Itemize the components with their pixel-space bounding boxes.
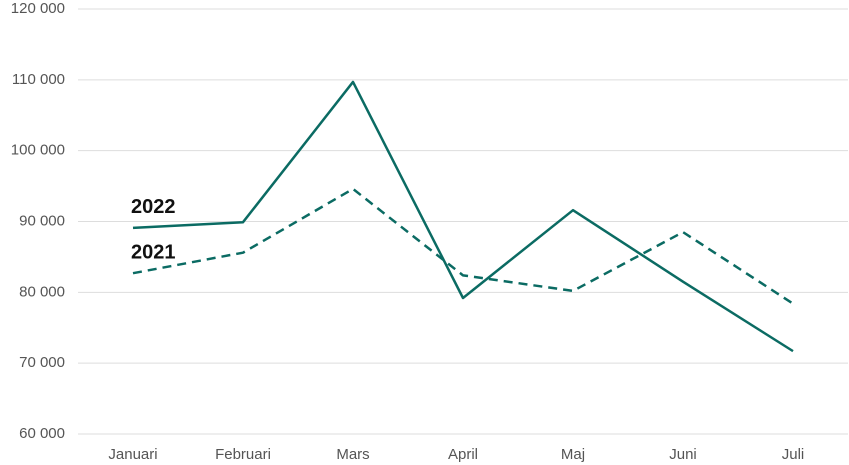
series-line <box>132 80 794 353</box>
x-tick-label: Maj <box>561 446 585 463</box>
x-tick-label: Mars <box>336 446 369 463</box>
y-tick-label: 70 000 <box>19 354 65 371</box>
y-tick-label: 110 000 <box>12 71 65 88</box>
series-label: 2022 <box>131 196 176 218</box>
x-tick-label: Februari <box>215 446 271 463</box>
y-tick-label: 100 000 <box>11 142 65 159</box>
series-line <box>132 187 794 305</box>
y-tick-label: 90 000 <box>19 212 65 229</box>
y-tick-label: 80 000 <box>19 283 65 300</box>
x-tick-label: Juni <box>669 446 697 463</box>
y-tick-label: 60 000 <box>19 425 65 442</box>
x-tick-label: Januari <box>108 446 157 463</box>
series-label: 2021 <box>131 241 176 263</box>
x-tick-label: April <box>448 446 478 463</box>
y-tick-label: 120 000 <box>11 0 65 17</box>
x-tick-label: Juli <box>782 446 805 463</box>
